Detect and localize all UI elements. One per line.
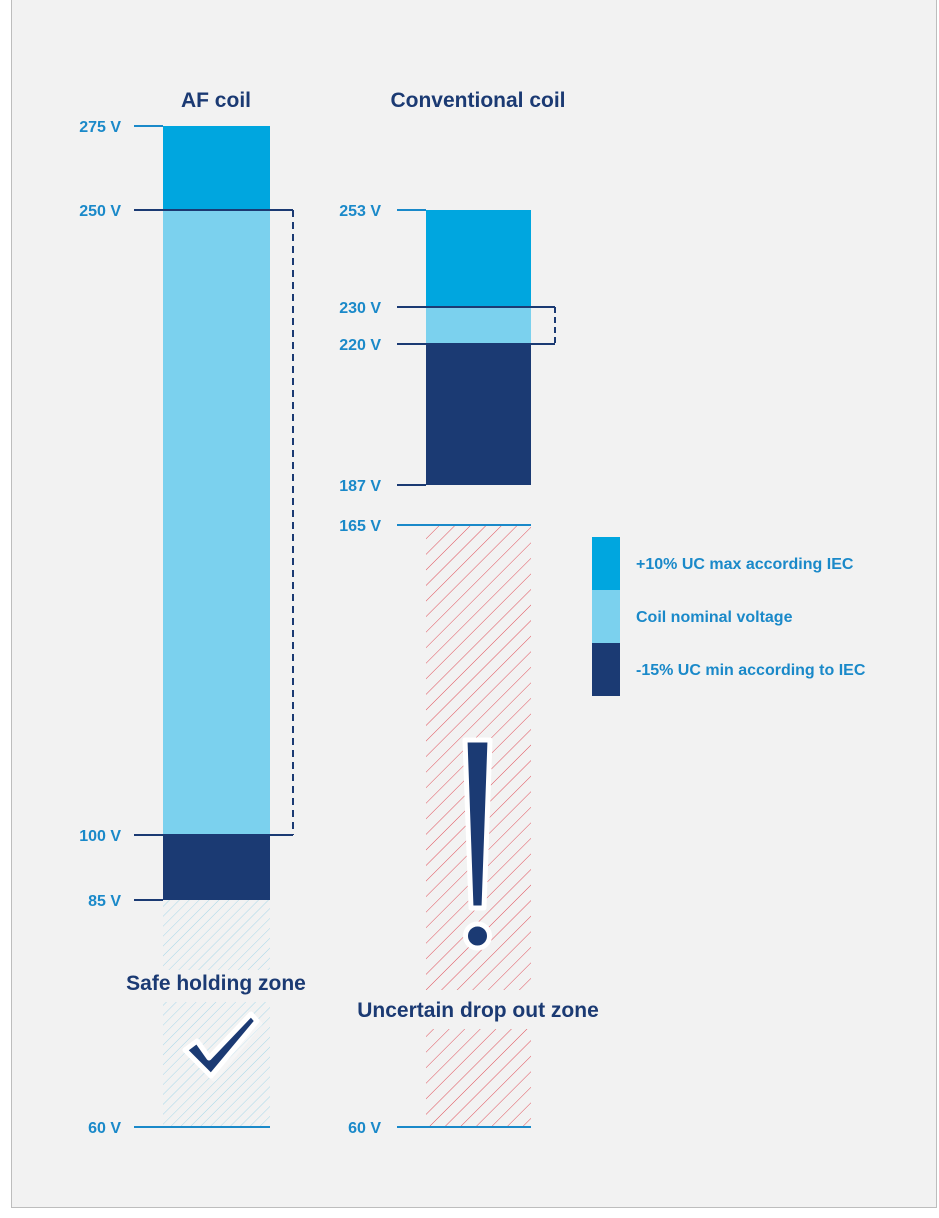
af-nominal-segment <box>163 210 270 835</box>
conv-uncertain-zone-lower <box>426 1029 531 1127</box>
af-label-60: 60 V <box>88 1120 121 1137</box>
safe-zone-label: Safe holding zone <box>126 972 306 995</box>
checkmark-icon <box>182 1011 263 1082</box>
conv-max-segment <box>426 210 531 307</box>
conv-label-187: 187 V <box>339 478 381 495</box>
legend-swatch-nominal <box>592 590 620 643</box>
legend-swatch-max <box>592 537 620 590</box>
af-label-275: 275 V <box>79 119 121 136</box>
conv-label-60: 60 V <box>348 1120 381 1137</box>
legend-label-max: +10% UC max according IEC <box>636 556 854 573</box>
af-label-250: 250 V <box>79 203 121 220</box>
conventional-coil-title: Conventional coil <box>390 89 565 112</box>
conv-label-253: 253 V <box>339 203 381 220</box>
legend: +10% UC max according IEC Coil nominal v… <box>592 537 866 696</box>
conv-nominal-segment <box>426 307 531 344</box>
conv-min-segment <box>426 344 531 485</box>
af-label-100: 100 V <box>79 828 121 845</box>
conv-label-165: 165 V <box>339 518 381 535</box>
legend-label-min: -15% UC min according to IEC <box>636 662 866 679</box>
exclamation-icon <box>462 737 493 951</box>
af-max-segment <box>163 126 270 210</box>
legend-label-nominal: Coil nominal voltage <box>636 609 793 626</box>
legend-swatch-min <box>592 643 620 696</box>
uncertain-zone-label: Uncertain drop out zone <box>357 999 599 1022</box>
conv-label-230: 230 V <box>339 300 381 317</box>
af-min-segment <box>163 835 270 900</box>
af-label-85: 85 V <box>88 893 121 910</box>
af-coil-title: AF coil <box>181 89 251 112</box>
conv-label-220: 220 V <box>339 337 381 354</box>
af-safe-zone-upper <box>163 900 270 970</box>
